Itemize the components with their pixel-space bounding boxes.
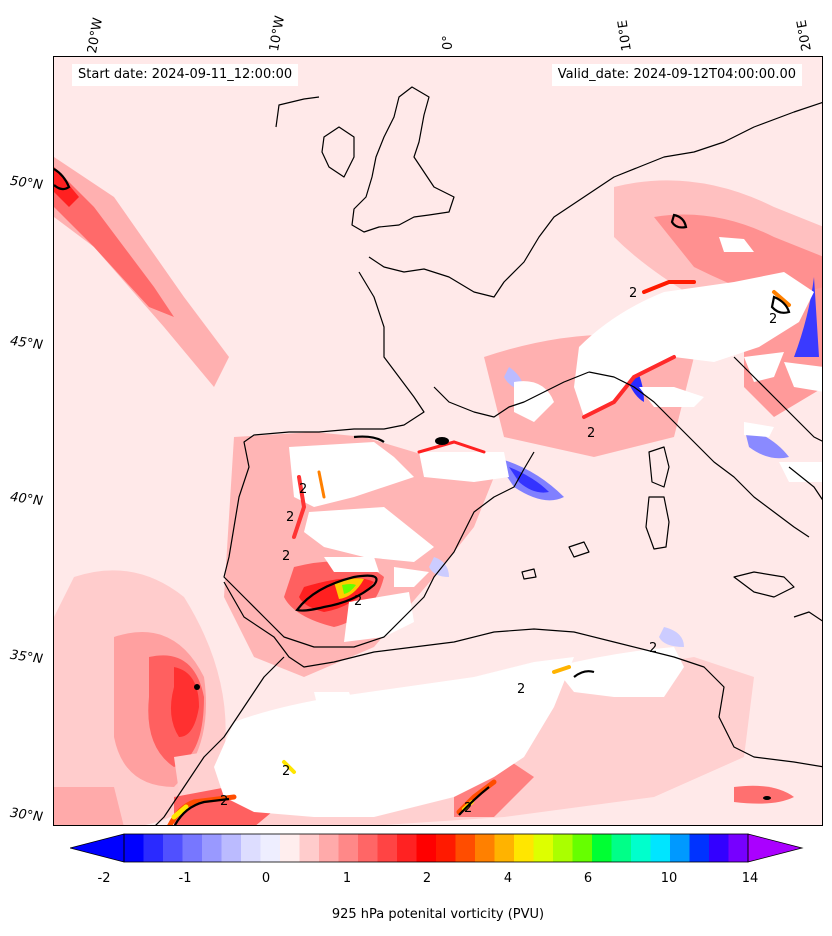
colorbar-cell [202, 834, 222, 862]
contour-label: 2 [517, 682, 525, 697]
contour-label: 2 [220, 794, 228, 809]
colorbar-tick: 4 [503, 871, 513, 886]
pv-map-canvas: 2 2 2 2 2 2 2 2 2 2 2 2 [54, 57, 822, 825]
colorbar-cell [416, 834, 437, 862]
colorbar-cell [455, 834, 476, 862]
contour-label: 2 [282, 764, 290, 779]
colorbar-cell [338, 834, 359, 862]
colorbar-cell [572, 834, 593, 862]
negative-pv-patches [429, 277, 819, 647]
colorbar-cell [221, 834, 242, 862]
lon-label-20w: 20°W [85, 16, 107, 55]
colorbar-cell [689, 834, 710, 862]
contour-dots [194, 437, 771, 800]
colorbar-cell [163, 834, 183, 862]
contour-label: 2 [299, 482, 307, 497]
colorbar-cell [397, 834, 417, 862]
colorbar-tick: 14 [741, 871, 759, 886]
colorbar-cell [514, 834, 534, 862]
colorbar-cell [592, 834, 612, 862]
lat-label-35n: 35°N [9, 647, 44, 668]
contour-label: 2 [354, 594, 362, 609]
lon-label-10e: 10°E [615, 18, 635, 52]
colorbar-over-arrow [747, 833, 804, 863]
colorbar-cell [728, 834, 749, 862]
colorbar-cell [670, 834, 690, 862]
contour-label: 2 [629, 286, 637, 301]
contour-label: 2 [286, 510, 294, 525]
lon-label-10w: 10°W [267, 14, 289, 53]
pv-2-contours [54, 168, 791, 825]
contour-label: 2 [282, 549, 290, 564]
colorbar-cell [182, 834, 203, 862]
colorbar-tick: 2 [422, 871, 432, 886]
colorbar-cell [631, 834, 651, 862]
colorbar-cell [475, 834, 495, 862]
colorbar-cell [143, 834, 164, 862]
contour-label: 2 [464, 801, 472, 816]
colorbar-cell [377, 834, 398, 862]
lat-label-40n: 40°N [9, 489, 44, 510]
lat-label-45n: 45°N [9, 333, 44, 354]
colorbar-under-arrow [70, 833, 125, 863]
colorbar-cell [124, 834, 144, 862]
colorbar-label: 925 hPa potenital vorticity (PVU) [331, 907, 545, 922]
colorbar-cell [260, 834, 281, 862]
colorbar-cell [553, 834, 573, 862]
colorbar-cell [494, 834, 515, 862]
colorbar [70, 833, 804, 863]
colorbar-cell [319, 834, 339, 862]
colorbar-tick: -1 [178, 871, 192, 886]
terrain-mask [214, 237, 822, 817]
colorbar-cell [280, 834, 300, 862]
colorbar-cell [299, 834, 320, 862]
colorbar-tick: 0 [261, 871, 271, 886]
start-date-label: Start date: 2024-09-11_12:00:00 [72, 64, 299, 86]
contour-label: 2 [587, 426, 595, 441]
pv-map-panel: 2 2 2 2 2 2 2 2 2 2 2 2 [53, 56, 823, 826]
colorbar-tick: 6 [583, 871, 593, 886]
coastlines [155, 86, 822, 825]
valid-date-label: Valid_date: 2024-09-12T04:00:00.00 [551, 64, 802, 86]
colorbar-tick: 1 [342, 871, 352, 886]
colorbar-cell [436, 834, 456, 862]
lat-label-50n: 50°N [9, 173, 44, 194]
colorbar-tick: -2 [97, 871, 111, 886]
lat-label-30n: 30°N [9, 805, 44, 826]
colorbar-cell [611, 834, 632, 862]
contour-label: 2 [769, 312, 777, 327]
colorbar-cell [650, 834, 671, 862]
contour-label: 2 [649, 641, 657, 656]
colorbar-cell [358, 834, 378, 862]
colorbar-tick: 10 [660, 871, 678, 886]
colorbar-cell [533, 834, 554, 862]
colorbar-cell [241, 834, 261, 862]
colorbar-cell [709, 834, 729, 862]
lon-label-0: 0° [441, 35, 456, 50]
contour-labels: 2 2 2 2 2 2 2 2 2 2 2 2 [220, 286, 777, 816]
lon-label-20e: 20°E [794, 18, 815, 53]
